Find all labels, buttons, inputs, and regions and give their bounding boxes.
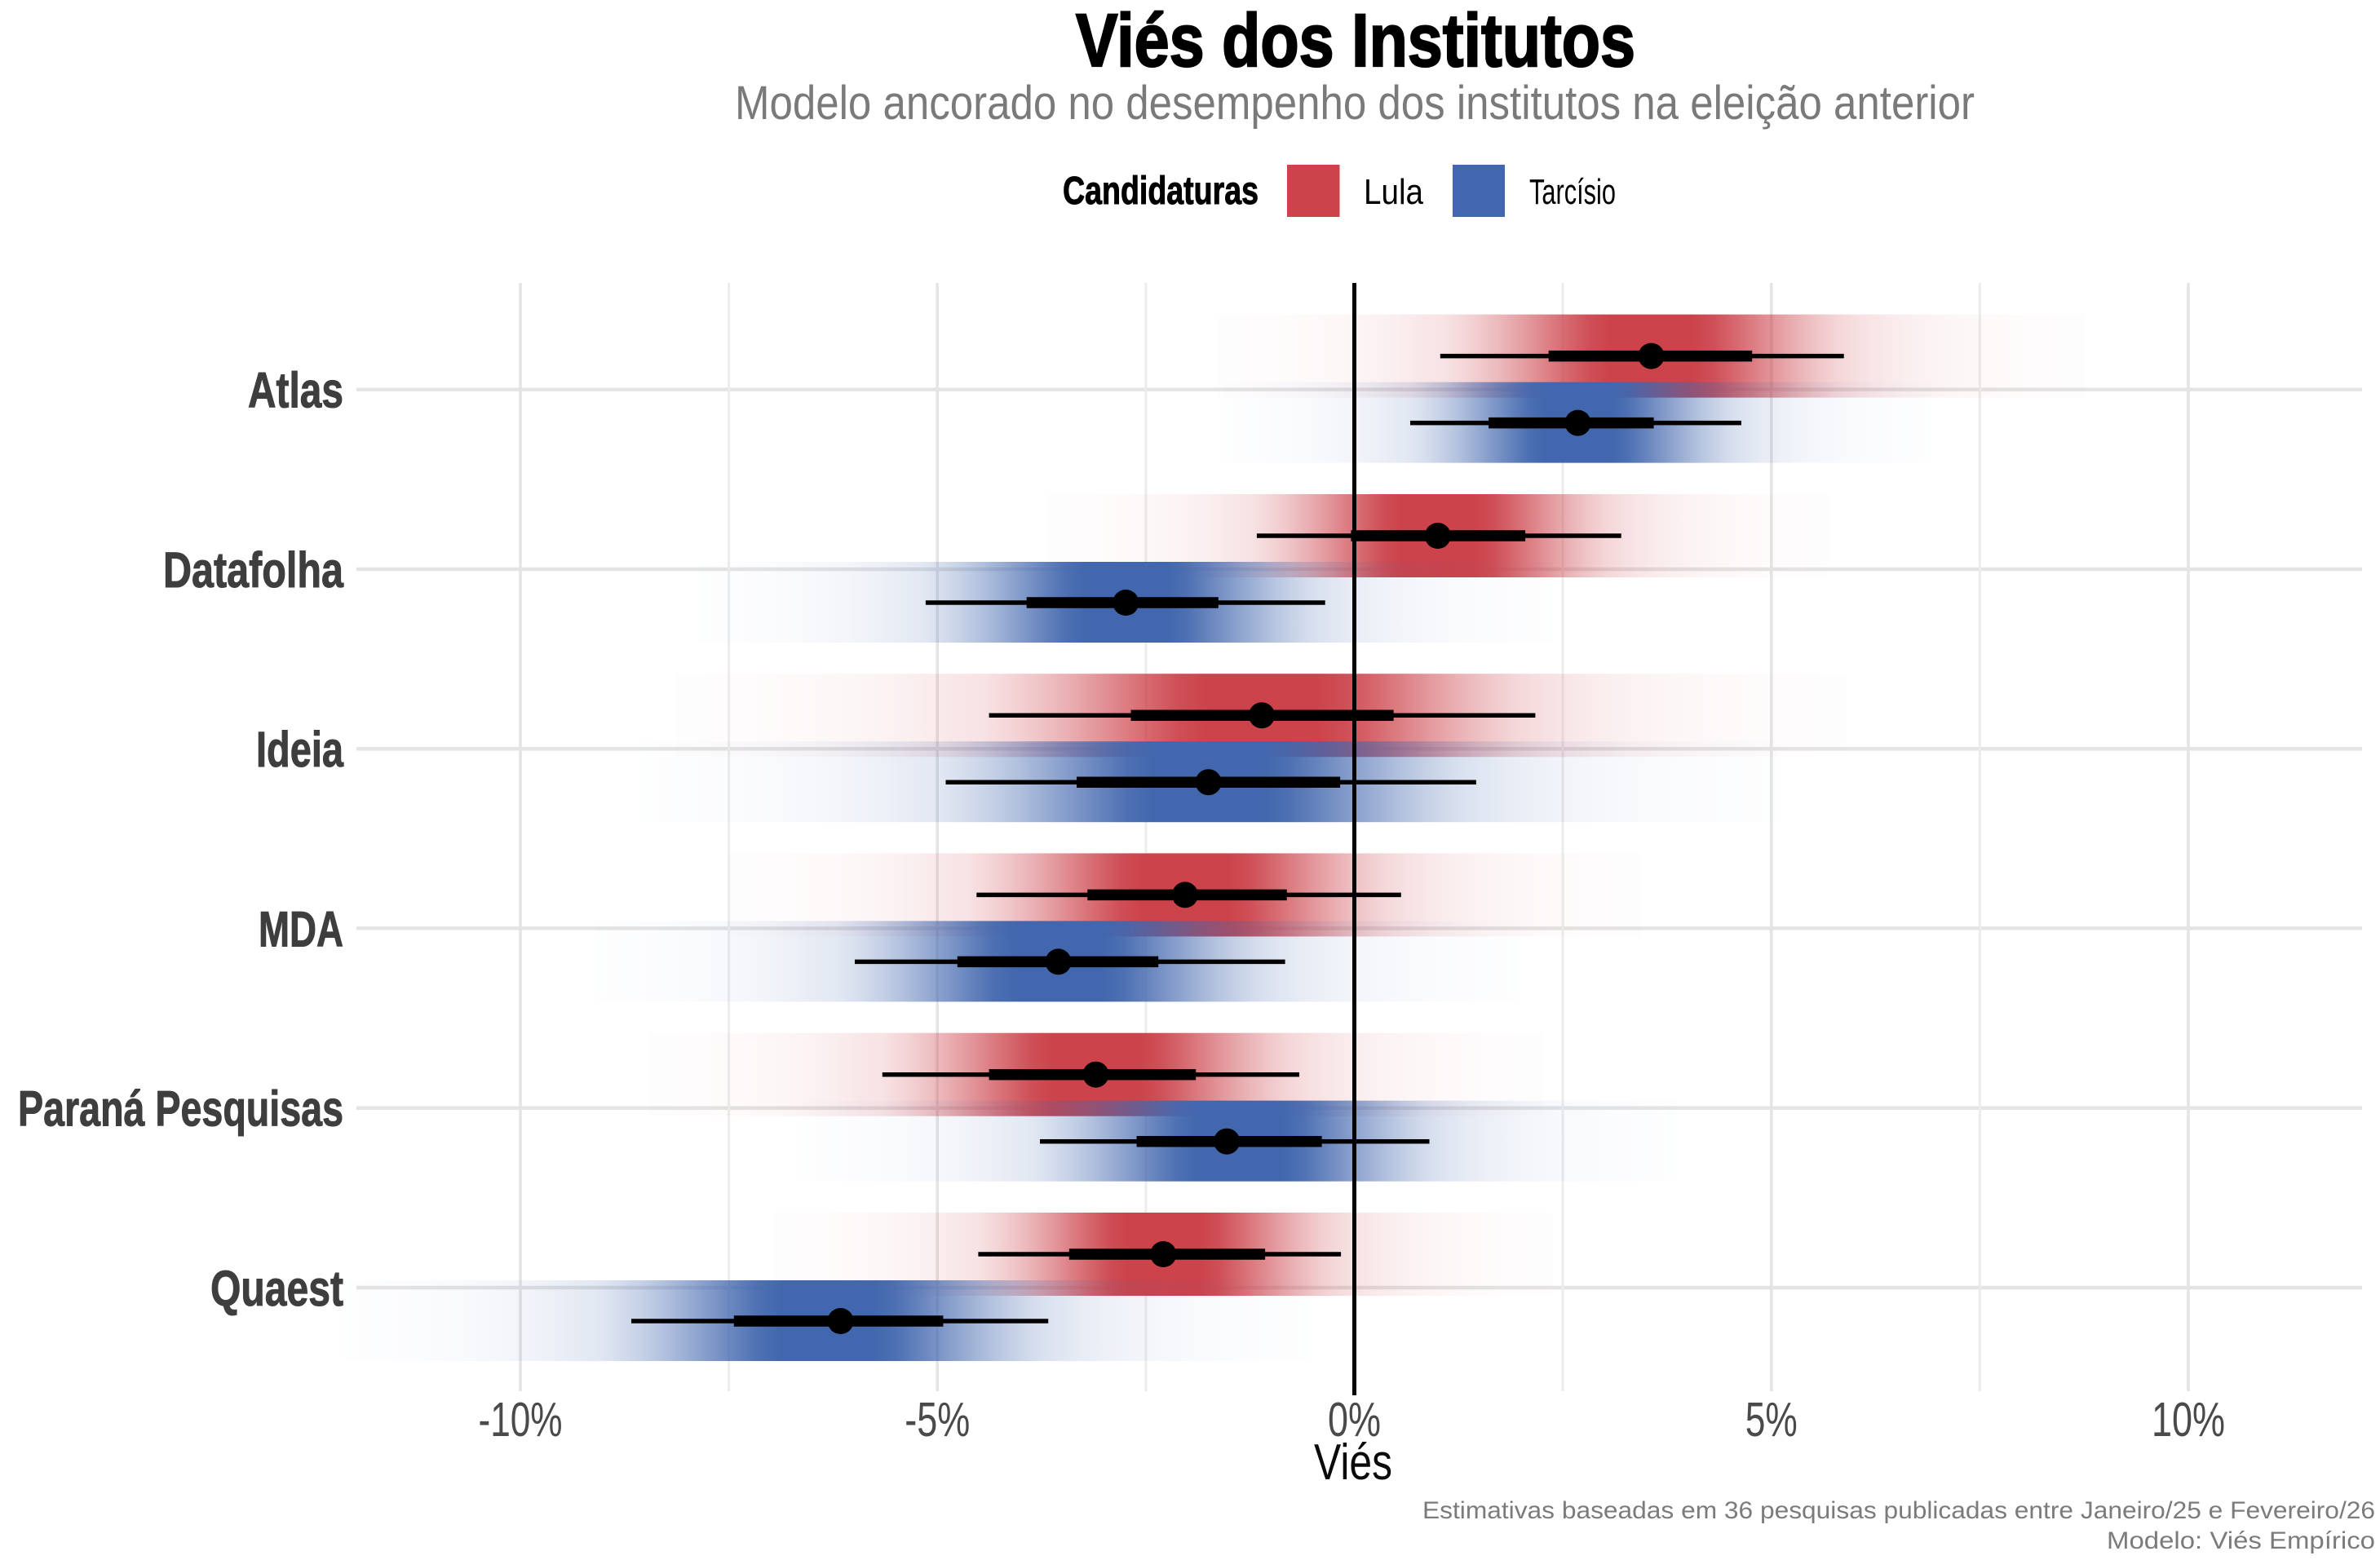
svg-text:Datafolha: Datafolha — [163, 542, 344, 598]
svg-text:Atlas: Atlas — [248, 363, 343, 418]
svg-text:MDA: MDA — [259, 901, 343, 957]
svg-text:Tarcísio: Tarcísio — [1529, 172, 1616, 212]
svg-text:Modelo: Viés Empírico: Modelo: Viés Empírico — [2107, 1527, 2375, 1554]
svg-text:5%: 5% — [1745, 1393, 1798, 1447]
svg-text:-5%: -5% — [905, 1393, 970, 1447]
svg-text:Modelo ancorado no desempenho: Modelo ancorado no desempenho dos instit… — [735, 77, 1975, 130]
svg-text:Estimativas baseadas em 36 pes: Estimativas baseadas em 36 pesquisas pub… — [1422, 1497, 2375, 1524]
svg-text:10%: 10% — [2152, 1393, 2225, 1447]
svg-text:0%: 0% — [1328, 1393, 1381, 1447]
svg-text:Paraná Pesquisas: Paraná Pesquisas — [18, 1081, 343, 1137]
svg-text:Viés: Viés — [1314, 1434, 1392, 1491]
svg-text:Lula: Lula — [1364, 172, 1423, 212]
svg-text:Viés dos Institutos: Viés dos Institutos — [1076, 0, 1635, 82]
svg-text:Ideia: Ideia — [256, 722, 344, 777]
svg-text:Quaest: Quaest — [210, 1261, 343, 1316]
svg-text:Candidaturas: Candidaturas — [1063, 170, 1259, 213]
svg-text:-10%: -10% — [479, 1393, 563, 1447]
